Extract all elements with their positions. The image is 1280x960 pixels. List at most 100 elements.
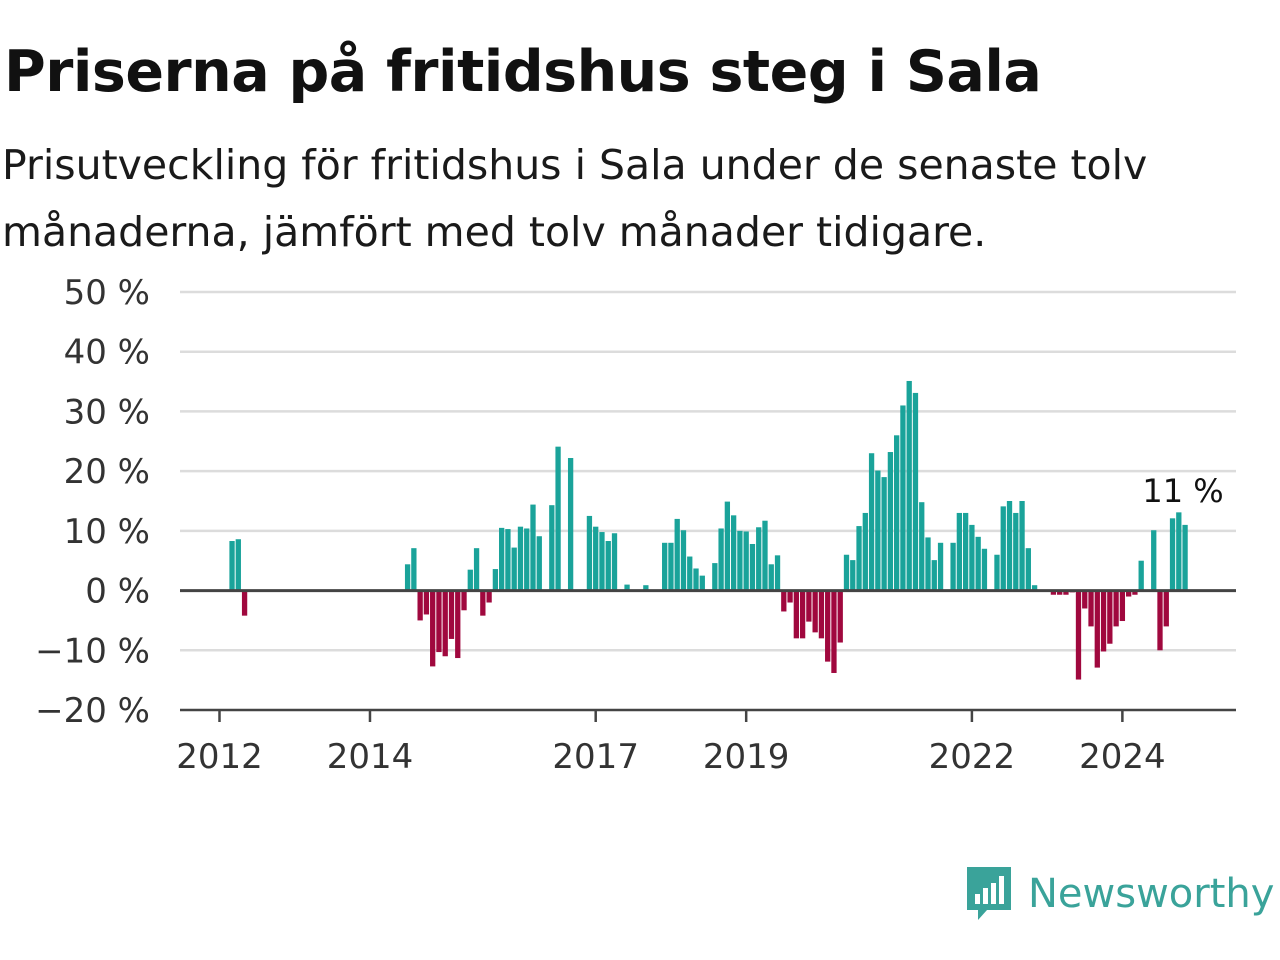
- bar: [461, 590, 467, 611]
- bar: [1151, 530, 1157, 591]
- bar: [712, 563, 718, 591]
- bar: [1000, 506, 1006, 591]
- bar: [417, 590, 423, 621]
- bar: [624, 584, 630, 591]
- bar: [555, 446, 561, 591]
- bar: [781, 590, 787, 612]
- x-axis-tick-labels: 2012 2014 2017 2019 2022 2024: [176, 710, 1166, 777]
- bar: [919, 502, 925, 591]
- bar: [404, 564, 411, 591]
- bar: [737, 530, 743, 591]
- last-value-label: 11 %: [1142, 472, 1223, 510]
- bar: [1113, 590, 1119, 627]
- bar: [662, 542, 668, 591]
- bar: [549, 505, 555, 591]
- bar: [1157, 590, 1163, 651]
- bar: [448, 590, 455, 639]
- bar: [480, 590, 486, 616]
- bar: [925, 537, 931, 591]
- x-tick-label: 2014: [327, 737, 414, 777]
- bar: [611, 533, 618, 591]
- bar: [1126, 590, 1132, 597]
- bar: [517, 526, 524, 591]
- bar: [423, 590, 430, 615]
- bar: [511, 547, 517, 591]
- bar: [1063, 590, 1069, 595]
- bar: [1169, 518, 1176, 591]
- bar: [536, 536, 542, 591]
- bar: [467, 569, 473, 591]
- y-tick-label: 10 %: [64, 512, 150, 552]
- bar: [825, 590, 831, 662]
- y-axis-tick-labels: 50 % 40 % 30 % 20 % 10 % 0 % −10 % −20 %: [35, 273, 150, 731]
- bar: [962, 512, 969, 591]
- bar: [605, 541, 611, 591]
- bars: [229, 380, 1188, 680]
- bar: [1182, 524, 1188, 591]
- bar: [1019, 501, 1025, 591]
- bar: [1107, 590, 1113, 644]
- bar: [975, 536, 981, 591]
- bar: [768, 564, 774, 591]
- bar: [436, 590, 442, 653]
- y-tick-label: −20 %: [35, 691, 150, 731]
- bar: [875, 470, 881, 591]
- bar: [837, 590, 843, 643]
- bar: [1119, 590, 1126, 622]
- bar: [486, 590, 492, 603]
- bar: [687, 556, 693, 591]
- bar: [473, 548, 480, 591]
- bar: [229, 541, 235, 591]
- bar: [1050, 590, 1057, 595]
- bar: [743, 531, 749, 591]
- bar: [762, 520, 768, 591]
- bar: [831, 590, 837, 673]
- bar: [887, 452, 894, 591]
- bar: [1176, 512, 1182, 591]
- bar: [756, 527, 762, 591]
- bar: [818, 590, 825, 639]
- x-tick-label: 2012: [176, 737, 263, 777]
- y-tick-label: −10 %: [35, 631, 150, 671]
- bar: [492, 569, 499, 591]
- bar: [956, 512, 963, 591]
- bar: [668, 542, 674, 591]
- bar: [994, 554, 1000, 591]
- chart-subtitle: Prisutveckling för fritidshus i Sala und…: [2, 141, 1148, 256]
- bar: [1025, 548, 1031, 591]
- bar: [856, 526, 862, 591]
- bar: [718, 528, 724, 591]
- bar: [411, 548, 417, 591]
- bar: [981, 548, 988, 591]
- bar: [724, 501, 731, 591]
- bar: [699, 575, 705, 591]
- bar: [505, 529, 511, 591]
- chart-title: Priserna på fritidshus steg i Sala: [4, 39, 1042, 105]
- y-tick-label: 20 %: [64, 452, 150, 492]
- bar: [1013, 512, 1019, 591]
- bar: [937, 542, 944, 591]
- bar: [1132, 590, 1138, 595]
- bar: [850, 560, 856, 591]
- x-tick-label: 2019: [703, 737, 790, 777]
- bar: [1031, 585, 1038, 591]
- y-tick-label: 50 %: [64, 273, 150, 313]
- bar: [442, 590, 448, 657]
- bar: [950, 542, 956, 591]
- bar: [1163, 590, 1169, 627]
- bar: [524, 528, 530, 591]
- bar: [900, 405, 906, 591]
- bar: [241, 590, 248, 616]
- y-tick-label: 0 %: [85, 572, 150, 612]
- x-tick-label: 2024: [1079, 737, 1166, 777]
- bar: [455, 590, 461, 659]
- bar: [1138, 560, 1144, 591]
- x-tick-label: 2022: [929, 737, 1016, 777]
- bar: [567, 458, 574, 591]
- bar: [1094, 590, 1100, 668]
- bar: [235, 539, 241, 591]
- bar: [793, 590, 799, 639]
- bar: [799, 590, 806, 639]
- bar: [894, 435, 900, 591]
